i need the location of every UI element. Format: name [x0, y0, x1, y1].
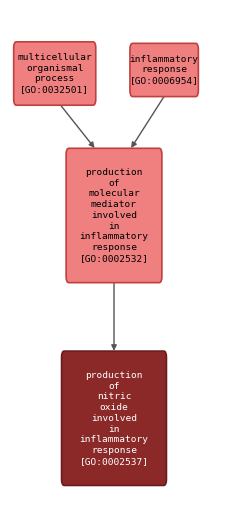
FancyBboxPatch shape: [61, 351, 166, 486]
Text: production
of
nitric
oxide
involved
in
inflammatory
response
[GO:0002537]: production of nitric oxide involved in i…: [79, 371, 148, 466]
Text: multicellular
organismal
process
[GO:0032501]: multicellular organismal process [GO:003…: [17, 53, 92, 94]
Text: inflammatory
response
[GO:0006954]: inflammatory response [GO:0006954]: [129, 55, 198, 85]
Text: production
of
molecular
mediator
involved
in
inflammatory
response
[GO:0002532]: production of molecular mediator involve…: [79, 168, 148, 263]
FancyBboxPatch shape: [14, 42, 95, 105]
FancyBboxPatch shape: [66, 148, 161, 283]
FancyBboxPatch shape: [129, 43, 197, 96]
